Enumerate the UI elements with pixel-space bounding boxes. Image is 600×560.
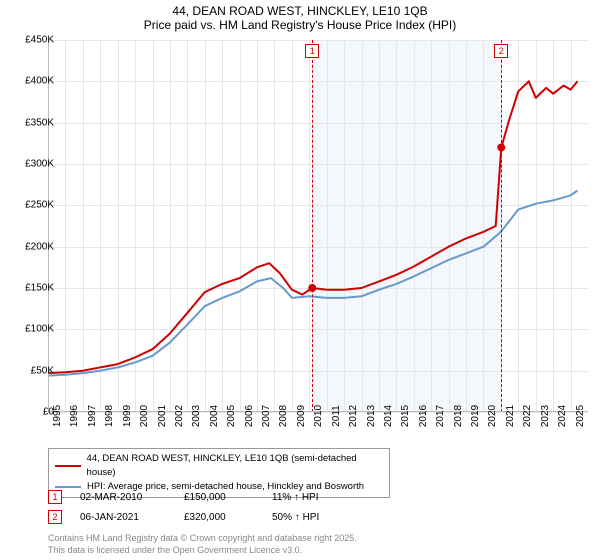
x-tick-label: 2013: [366, 405, 377, 427]
sale-price: £320,000: [184, 512, 254, 523]
x-tick-label: 2018: [453, 405, 464, 427]
legend-label: 44, DEAN ROAD WEST, HINCKLEY, LE10 1QB (…: [87, 452, 383, 480]
x-tick-label: 2005: [226, 405, 237, 427]
x-tick-label: 2010: [313, 405, 324, 427]
x-tick-label: 1998: [104, 405, 115, 427]
x-tick-label: 2006: [244, 405, 255, 427]
legend-row: 44, DEAN ROAD WEST, HINCKLEY, LE10 1QB (…: [55, 452, 383, 480]
title-address: 44, DEAN ROAD WEST, HINCKLEY, LE10 1QB: [0, 4, 600, 18]
y-tick-label: £150K: [8, 283, 54, 294]
footer-attribution: Contains HM Land Registry data © Crown c…: [48, 532, 357, 556]
title-subtitle: Price paid vs. HM Land Registry's House …: [0, 18, 600, 32]
x-tick-label: 2001: [157, 405, 168, 427]
sale-hpi: 50% ↑ HPI: [272, 512, 352, 523]
sale-row: 1 02-MAR-2010 £150,000 11% ↑ HPI: [48, 490, 352, 504]
sale-marker-box: 2: [494, 44, 508, 58]
x-tick-label: 2011: [331, 405, 342, 427]
x-tick-label: 2012: [348, 405, 359, 427]
x-tick-label: 2024: [557, 405, 568, 427]
x-tick-label: 2002: [174, 405, 185, 427]
sale-row: 2 06-JAN-2021 £320,000 50% ↑ HPI: [48, 510, 352, 524]
sale-marker-icon: 1: [48, 490, 62, 504]
sale-marker-icon: 2: [48, 510, 62, 524]
footer-line: This data is licensed under the Open Gov…: [48, 544, 357, 556]
y-tick-label: £350K: [8, 117, 54, 128]
legend-swatch: [55, 465, 81, 467]
sale-hpi: 11% ↑ HPI: [272, 492, 352, 503]
y-tick-label: £300K: [8, 159, 54, 170]
x-tick-label: 2017: [435, 405, 446, 427]
x-tick-label: 2025: [575, 405, 586, 427]
x-tick-label: 2007: [261, 405, 272, 427]
y-tick-label: £0: [8, 407, 54, 418]
y-tick-label: £400K: [8, 76, 54, 87]
y-tick-label: £50K: [8, 365, 54, 376]
y-tick-label: £250K: [8, 200, 54, 211]
y-tick-label: £200K: [8, 241, 54, 252]
x-tick-label: 2003: [191, 405, 202, 427]
y-tick-label: £100K: [8, 324, 54, 335]
footer-line: Contains HM Land Registry data © Crown c…: [48, 532, 357, 544]
x-tick-label: 2019: [470, 405, 481, 427]
chart-container: 44, DEAN ROAD WEST, HINCKLEY, LE10 1QB P…: [0, 0, 600, 560]
x-tick-label: 2008: [278, 405, 289, 427]
x-tick-label: 2021: [505, 405, 516, 427]
x-tick-label: 2016: [418, 405, 429, 427]
x-tick-label: 2023: [540, 405, 551, 427]
x-tick-label: 1996: [69, 405, 80, 427]
x-tick-label: 1995: [52, 405, 63, 427]
y-axis-line: [48, 40, 49, 412]
x-tick-label: 2014: [383, 405, 394, 427]
chart-area: 12: [48, 40, 588, 412]
x-tick-label: 2015: [400, 405, 411, 427]
title-block: 44, DEAN ROAD WEST, HINCKLEY, LE10 1QB P…: [0, 0, 600, 32]
y-tick-label: £450K: [8, 35, 54, 46]
x-tick-label: 2000: [139, 405, 150, 427]
sale-date: 02-MAR-2010: [80, 492, 166, 503]
sale-date: 06-JAN-2021: [80, 512, 166, 523]
x-tick-label: 1999: [122, 405, 133, 427]
x-tick-label: 2004: [209, 405, 220, 427]
x-tick-label: 2009: [296, 405, 307, 427]
line-series: [48, 40, 588, 412]
x-tick-label: 1997: [87, 405, 98, 427]
x-tick-label: 2022: [522, 405, 533, 427]
sale-marker-box: 1: [305, 44, 319, 58]
legend-swatch: [55, 486, 81, 488]
sale-price: £150,000: [184, 492, 254, 503]
x-tick-label: 2020: [487, 405, 498, 427]
